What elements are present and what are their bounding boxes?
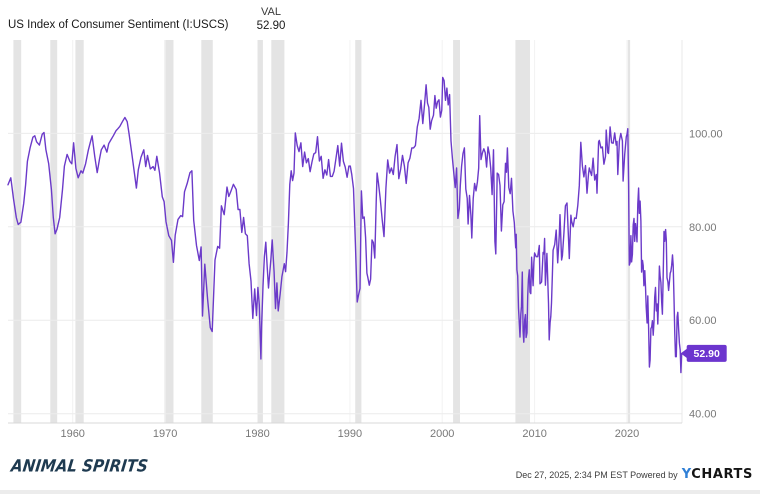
bottom-divider-bar [0, 490, 760, 494]
last-value-badge-label: 52.90 [694, 348, 720, 360]
recession-band [75, 40, 84, 423]
sentiment-line [7, 76, 683, 374]
recession-band [201, 40, 213, 423]
val-block: VAL 52.90 [240, 5, 302, 33]
recession-band [257, 40, 263, 423]
x-axis-tick-label: 2020 [615, 428, 639, 440]
animal-spirits-logo: ANIMAL SPIRITS [10, 455, 150, 476]
x-axis-tick-label: 1990 [338, 428, 362, 440]
sentiment-line-chart: 1960 1970 1980 1990 2000 2010 2020 40.00 60.00 80… [7, 40, 727, 440]
x-axis-tick-label: 1960 [60, 428, 84, 440]
y-axis-tick-label: 40.00 [689, 409, 717, 421]
recession-band [271, 40, 285, 423]
timestamp-text: Dec 27, 2025, 2:34 PM EST Powered by [515, 470, 678, 480]
val-current-value: 52.90 [256, 20, 286, 32]
recession-band [453, 40, 460, 423]
x-axis-tick-label: 2010 [522, 428, 546, 440]
recession-band [515, 40, 530, 423]
ycharts-logo: YCHARTS [682, 467, 753, 482]
recession-band [164, 40, 174, 423]
footer-attribution: Dec 27, 2025, 2:34 PM EST Powered by YCH… [516, 467, 753, 482]
x-axis-tick-label: 2000 [430, 428, 454, 440]
recession-band [355, 40, 362, 423]
chart-title: US Index of Consumer Sentiment (I:USCS) [8, 19, 229, 31]
ycharts-logo-charts: CHARTS [691, 467, 753, 482]
y-axis-tick-label: 80.00 [689, 222, 717, 234]
ycharts-logo-y: Y [681, 467, 692, 482]
y-axis-tick-label: 100.00 [689, 128, 723, 140]
y-axis-tick-label: 60.00 [689, 315, 717, 327]
recession-band [13, 40, 22, 423]
x-axis-tick-label: 1970 [153, 428, 177, 440]
recession-band [50, 40, 58, 423]
x-axis-tick-label: 1980 [245, 428, 269, 440]
val-column-header: VAL [261, 6, 281, 18]
last-value-badge [686, 344, 727, 362]
